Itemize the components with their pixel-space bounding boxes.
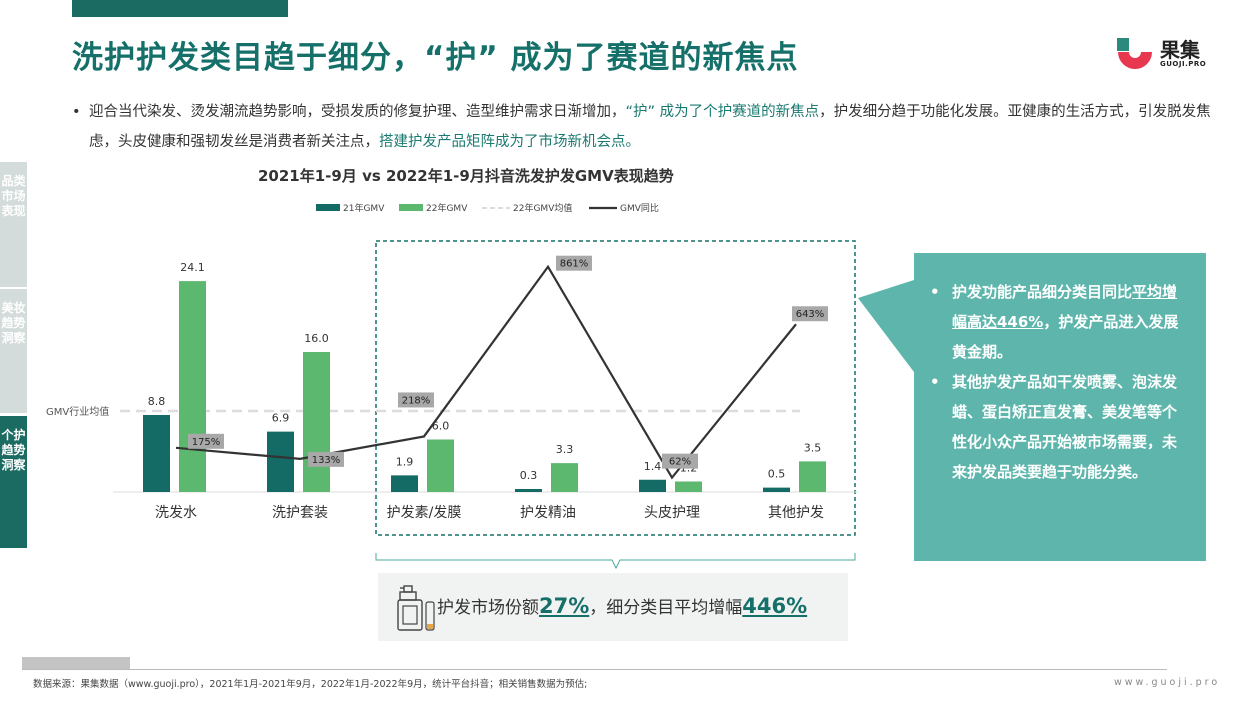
callout-b1-pre: 护发功能产品细分类目同比	[952, 283, 1133, 301]
summary-mid: ，细分类目平均增幅	[589, 598, 743, 618]
yoy-label-box	[556, 255, 592, 271]
summary-growth-value: 446%	[742, 594, 808, 618]
bar-22-gmv	[179, 281, 206, 492]
legend-label-21-gmv: 21年GMV	[343, 202, 385, 214]
x-tick-label: 洗护套装	[272, 505, 328, 521]
bar-21-value-label: 0.5	[768, 468, 786, 481]
bar-22-value-label: 24.1	[180, 261, 205, 274]
side-tab-category-market[interactable]: 品类市场表现	[0, 162, 27, 287]
brand-logo: 果集 GUOJI.PRO	[1116, 34, 1216, 74]
intro-bullet: •	[72, 104, 81, 120]
x-tick-label: 护发素/发膜	[387, 505, 462, 521]
summary-box: 护发市场份额27%，细分类目平均增幅446%	[378, 573, 848, 641]
side-tab-beauty-trends[interactable]: 美妆趋势洞察	[0, 289, 27, 413]
logo-subtitle: GUOJI.PRO	[1160, 60, 1207, 68]
legend-swatch-21-gmv	[316, 204, 340, 211]
callout-b1-post: ，护发产品进入发展黄金期。	[952, 313, 1179, 361]
bar-22-value-label: 6.0	[432, 420, 450, 433]
callout-b2-text: 其他护发产品如干发喷雾、泡沫发蜡、蛋白矫正直发膏、美发笔等个性化小众产品开始被市…	[952, 373, 1178, 481]
highlight-frame	[375, 240, 856, 536]
bar-21-gmv	[391, 475, 418, 492]
bar-21-value-label: 0.3	[520, 469, 538, 482]
callout-bullet-dot: •	[930, 283, 940, 301]
bar-21-gmv	[267, 431, 294, 492]
footer-divider	[22, 669, 1167, 670]
bar-21-gmv	[639, 479, 666, 492]
top-accent-bar	[72, 0, 288, 17]
callout-bullet-2: • 其他护发产品如干发喷雾、泡沫发蜡、蛋白矫正直发膏、美发笔等个性化小众产品开始…	[930, 367, 1190, 487]
bar-21-gmv	[515, 489, 542, 492]
page-title: 洗护护发类目趋于细分，“护” 成为了赛道的新焦点	[72, 40, 799, 76]
logo-name: 果集	[1160, 38, 1200, 62]
yoy-value-label: 175%	[192, 437, 221, 448]
intro-paragraph: • 迎合当代染发、烫发潮流趋势影响，受损发质的修复护理、造型维护需求日渐增加，“…	[72, 97, 1212, 157]
chart-title: 2021年1-9月 vs 2022年1-9月抖音洗发护发GMV表现趋势	[258, 167, 674, 185]
bar-22-gmv	[303, 352, 330, 492]
bar-22-value-label: 3.3	[556, 443, 574, 456]
legend-swatch-22-gmv	[399, 204, 423, 211]
footer-accent-bar	[22, 657, 130, 669]
bar-21-gmv	[763, 487, 790, 492]
bar-21-value-label: 6.9	[272, 412, 290, 425]
x-tick-label: 护发精油	[520, 505, 576, 521]
footer-site-url[interactable]: www.guoji.pro	[1114, 677, 1221, 688]
callout-pointer	[858, 280, 914, 372]
x-tick-label: 头皮护理	[644, 505, 700, 521]
intro-part1: 迎合当代染发、烫发潮流趋势影响，受损发质的修复护理、造型维护需求日渐增加，	[89, 104, 626, 120]
yoy-value-label: 643%	[796, 309, 825, 320]
yoy-line	[175, 264, 797, 480]
x-tick-label: 其他护发	[768, 505, 824, 521]
yoy-label-box	[792, 306, 828, 322]
bar-22-gmv	[551, 463, 578, 492]
legend-label-avg: 22年GMV均值	[513, 202, 572, 214]
yoy-label-box	[308, 451, 344, 467]
yoy-label-box	[188, 433, 224, 449]
bar-21-value-label: 1.4	[644, 460, 662, 473]
bar-21-value-label: 8.8	[148, 395, 166, 408]
hair-product-bottle-icon	[397, 585, 435, 631]
data-source-note: 数据来源：果集数据（www.guoji.pro），2021年1月-2021年9月…	[33, 679, 588, 690]
callout-bullet-dot: •	[930, 373, 940, 391]
insight-callout: • 护发功能产品细分类目同比平均增幅高达446%，护发产品进入发展黄金期。 • …	[914, 253, 1206, 561]
logo-mark-icon	[1117, 38, 1152, 69]
yoy-label-box	[398, 392, 434, 408]
yoy-value-label: 62%	[669, 457, 691, 468]
bar-22-value-label: 3.5	[804, 441, 822, 454]
summary-text: 护发市场份额27%，细分类目平均增幅446%	[437, 593, 807, 618]
summary-share-value: 27%	[539, 594, 590, 618]
yoy-value-label: 861%	[560, 259, 589, 270]
bar-22-gmv	[427, 439, 454, 492]
bar-21-gmv	[143, 415, 170, 492]
callout-b1-underline: 平均增幅高达446%	[952, 283, 1178, 331]
yoy-value-label: 133%	[312, 455, 341, 466]
legend-label-22-gmv: 22年GMV	[426, 202, 468, 214]
side-tab-personal-care-trends[interactable]: 个护趋势洞察	[0, 416, 27, 548]
callout-bullet-1: • 护发功能产品细分类目同比平均增幅高达446%，护发产品进入发展黄金期。	[930, 277, 1190, 367]
yoy-value-label: 218%	[402, 395, 431, 406]
summary-pre: 护发市场份额	[437, 598, 539, 618]
bar-22-gmv	[799, 461, 826, 492]
intro-highlight-1: “护” 成为了个护赛道的新焦点	[625, 104, 820, 120]
bar-22-value-label: 16.0	[304, 332, 329, 345]
yoy-label-box	[662, 453, 698, 469]
avg-line-label: GMV行业均值	[46, 405, 109, 418]
bar-22-gmv	[675, 481, 702, 492]
intro-part2: ，护发细分趋于功能化发展。亚健康的生活方式，引发脱发焦虑，头皮健康和强韧发丝是消…	[89, 104, 1211, 150]
bar-21-value-label: 1.9	[396, 455, 414, 468]
intro-highlight-2: 搭建护发产品矩阵成为了市场新机会点。	[379, 134, 640, 150]
x-tick-label: 洗发水	[155, 505, 197, 521]
summary-bracket	[375, 553, 856, 570]
legend-label-yoy: GMV同比	[620, 202, 659, 214]
